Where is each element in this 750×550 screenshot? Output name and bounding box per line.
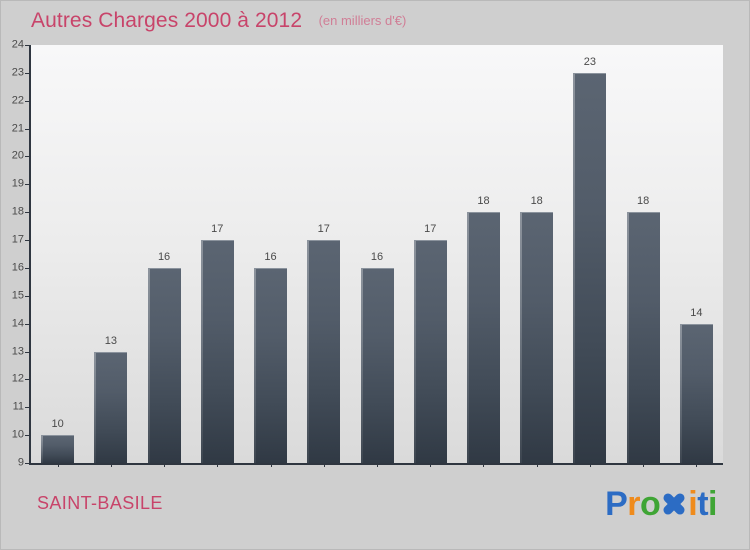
y-axis-tick [25,240,29,242]
chart-header: Autres Charges 2000 à 2012 (en milliers … [1,1,750,41]
logo-letter-p: P [605,485,628,523]
bar-2004[interactable] [254,267,288,464]
bar-2010[interactable] [573,72,607,464]
bar-2007[interactable] [413,240,447,463]
logo-letter-i1: i [688,485,698,523]
bar-2009[interactable] [520,212,554,463]
y-axis-tick-label: 11 [12,400,24,413]
bar-slot: 18 [520,43,554,463]
y-axis-tick [25,295,29,297]
logo-letter-o: o [639,485,661,523]
y-axis-tick [25,323,29,325]
y-axis-line [29,45,31,465]
commune-name: SAINT-BASILE [37,493,163,513]
bar-slot: 18 [466,43,500,463]
bar-value-label: 18 [477,195,490,208]
bar-value-label: 17 [211,223,224,236]
chart-footer: SAINT-BASILE P r o i t i [1,467,749,549]
y-axis-tick-label: 14 [11,317,24,330]
bar-slot: 23 [573,43,607,464]
bar-slot: 16 [254,43,288,464]
bar-slot: 17 [413,43,447,463]
bar-value-label: 16 [264,250,277,263]
logo-letter-i2: i [708,485,717,523]
bar-slot: 16 [360,43,394,464]
y-axis-tick [25,379,29,381]
bar-2005[interactable] [307,240,341,463]
bar-2001[interactable] [94,351,128,464]
y-axis-tick [25,128,29,130]
bar-2006[interactable] [360,267,394,464]
y-axis-tick [25,45,29,46]
page-title: Autres Charges 2000 à 2012 [31,9,303,32]
bar-value-label: 13 [104,334,117,347]
y-axis-tick-label: 16 [11,261,24,274]
y-axis-tick [25,72,29,74]
y-axis-tick [25,267,29,269]
y-axis-tick [25,351,29,353]
y-axis-tick-label: 10 [11,428,24,441]
y-axis-tick-label: 22 [11,94,24,107]
bar-value-label: 23 [583,55,597,68]
bar-slot: 18 [626,43,660,463]
logo-letter-t: t [697,485,709,523]
y-axis-tick-label: 12 [11,372,24,385]
bar-2008[interactable] [466,212,500,463]
logo-x-icon [661,491,687,517]
y-axis-tick-label: 17 [11,233,24,246]
bar-value-label: 16 [157,250,171,263]
bar-slot: 14 [679,43,713,464]
bar-value-label: 10 [51,418,64,431]
bar-2011[interactable] [626,212,660,463]
y-axis-tick-label: 23 [11,66,24,79]
bar-2003[interactable] [200,240,234,463]
chart-subtitle: (en milliers d'€) [318,13,407,28]
bar-value-label: 18 [637,195,650,208]
bar-value-label: 14 [690,306,703,319]
y-axis-tick-label: 21 [11,122,24,135]
bar-slot: 17 [307,43,341,463]
bar-value-label: 16 [370,250,384,263]
bar-2012[interactable] [679,323,713,464]
y-axis-tick-label: 13 [11,345,24,358]
y-axis-tick [25,463,29,464]
bar-2002[interactable] [147,267,181,464]
y-axis-tick [25,212,29,214]
y-axis-tick-label: 19 [11,177,24,190]
y-axis-tick-label: 9 [17,456,24,469]
bar-value-label: 17 [424,223,437,236]
bar-slot: 16 [147,43,181,464]
logo-letter-r: r [627,485,640,523]
x-axis-line [29,463,723,465]
y-axis-tick [25,156,29,158]
y-axis-tick-label: 24 [11,38,24,51]
y-axis-tick-label: 20 [11,149,24,162]
y-axis-tick-label: 15 [11,289,24,302]
bar-value-label: 17 [317,223,330,236]
y-axis-tick [25,435,29,437]
bar-value-label: 18 [530,195,543,208]
bar-slot: 10 [41,43,75,463]
y-axis-tick [25,100,29,102]
bar-slot: 13 [94,43,128,464]
y-axis-tick [25,407,29,409]
proxiti-logo[interactable]: P r o i t i [605,481,717,527]
y-axis-tick [25,184,29,186]
bar-slot: 17 [200,43,234,463]
bar-2000[interactable] [41,435,75,463]
y-axis-tick-label: 18 [11,205,24,218]
